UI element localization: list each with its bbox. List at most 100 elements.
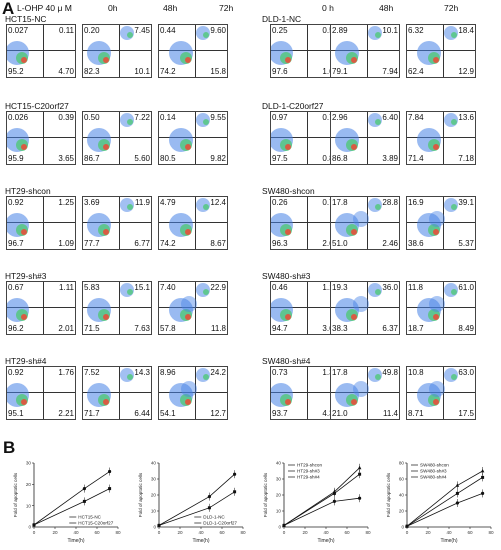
flow-plot: 17.8 49.8 21.0 11.4 — [330, 366, 400, 420]
y-tick-label: 10 — [276, 509, 282, 514]
quadrant-lower-left-value: 86.8 — [332, 154, 348, 163]
quadrant-hline — [83, 136, 151, 138]
quadrant-lower-left-value: 18.7 — [408, 324, 424, 333]
quadrant-upper-left-value: 16.9 — [408, 198, 424, 207]
quadrant-hline — [407, 221, 475, 223]
quadrant-vline — [195, 25, 197, 77]
flow-plot: 0.026 0.39 95.9 3.65 — [6, 111, 76, 165]
cell-population — [21, 144, 27, 150]
quadrant-upper-right-value: 36.0 — [382, 283, 398, 292]
quadrant-lower-left-value: 38.3 — [332, 324, 348, 333]
line-chart: 0 10 20 30 40 0 20 40 60 80 Time(h) Fold of apoptot… — [137, 455, 249, 548]
cell-population — [103, 229, 109, 235]
quadrant-upper-left-value: 2.89 — [332, 26, 348, 35]
time-header-left-0h: 0h — [108, 3, 118, 13]
y-axis-label: Fold of apoptotic cells — [386, 472, 391, 517]
data-point — [233, 472, 237, 476]
quadrant-vline — [195, 197, 197, 249]
cell-population — [351, 399, 357, 405]
quadrant-vline — [307, 197, 309, 249]
quadrant-upper-right-value: 24.2 — [210, 368, 226, 377]
line-chart-svg: 0 20 40 60 80 0 20 40 60 80 Time(h) Fold of apoptot… — [386, 461, 494, 544]
cell-population — [185, 229, 191, 235]
flow-plot: 0.92 1.25 96.7 1.09 — [6, 196, 76, 250]
flow-plot: 0.92 1.76 95.1 2.21 — [6, 366, 76, 420]
flow-plot: 7.84 13.6 71.4 7.18 — [406, 111, 476, 165]
cell-population — [429, 381, 445, 397]
y-tick-label: 30 — [151, 477, 157, 482]
data-point — [108, 487, 112, 491]
x-tick-label: 20 — [177, 530, 183, 535]
cell-population — [103, 57, 109, 63]
cell-population — [433, 57, 439, 63]
legend-label: HT29-sh#3 — [297, 469, 320, 474]
quadrant-upper-right-value: 1.11 — [59, 283, 74, 292]
quadrant-upper-right-value: 7.45 — [134, 26, 150, 35]
quadrant-vline — [43, 25, 45, 77]
quadrant-upper-left-value: 17.8 — [332, 198, 348, 207]
quadrant-lower-left-value: 79.1 — [332, 67, 348, 76]
cell-population — [185, 314, 191, 320]
quadrant-upper-right-value: 13.6 — [458, 113, 474, 122]
cell-population — [375, 289, 381, 295]
y-tick-label: 20 — [26, 482, 32, 487]
x-axis-label: Time(h) — [317, 538, 334, 544]
quadrant-vline — [119, 112, 121, 164]
treatment-label: L-OHP 40 μ M — [17, 3, 72, 13]
quadrant-lower-left-value: 95.2 — [8, 67, 24, 76]
y-axis-label: Fold of apoptotic cells — [138, 472, 143, 517]
quadrant-lower-right-value: 15.8 — [210, 67, 226, 76]
flow-plot: 0.14 9.55 80.5 9.82 — [158, 111, 228, 165]
quadrant-lower-left-value: 97.6 — [272, 67, 288, 76]
quadrant-vline — [43, 367, 45, 419]
flow-plot: 19.3 36.0 38.3 6.37 — [330, 281, 400, 335]
quadrant-hline — [407, 306, 475, 308]
quadrant-vline — [443, 282, 445, 334]
cell-population — [285, 229, 291, 235]
data-point — [358, 472, 362, 476]
cell-population — [353, 296, 369, 312]
quadrant-vline — [119, 282, 121, 334]
data-point — [405, 524, 409, 528]
y-axis-label: Fold of apoptotic cells — [263, 472, 268, 517]
quadrant-vline — [443, 367, 445, 419]
quadrant-vline — [307, 282, 309, 334]
x-tick-label: 60 — [219, 530, 225, 535]
x-tick-label: 0 — [283, 530, 286, 535]
quadrant-hline — [7, 391, 75, 393]
quadrant-lower-right-value: 6.77 — [134, 239, 150, 248]
cell-population — [103, 144, 109, 150]
quadrant-lower-right-value: 8.67 — [210, 239, 226, 248]
quadrant-hline — [271, 391, 339, 393]
legend-label: DLD-1-NC — [203, 515, 225, 520]
quadrant-upper-right-value: 9.55 — [210, 113, 226, 122]
line-chart-svg: 0 10 20 30 40 0 20 40 60 80 Time(h) Fold of apoptot… — [138, 461, 246, 544]
quadrant-upper-left-value: 7.40 — [160, 283, 176, 292]
flow-plot: 0.731.3093.74.30 — [270, 366, 340, 420]
x-tick-label: 40 — [446, 530, 452, 535]
cell-population — [351, 314, 357, 320]
quadrant-lower-left-value: 82.3 — [84, 67, 100, 76]
cell-line-label: SW480-sh#3 — [262, 271, 311, 281]
x-tick-label: 40 — [323, 530, 329, 535]
quadrant-hline — [271, 136, 339, 138]
x-tick-label: 80 — [240, 530, 246, 535]
cell-line-label: HCT15-NC — [5, 14, 47, 24]
y-tick-label: 0 — [278, 525, 281, 530]
quadrant-hline — [159, 391, 227, 393]
quadrant-vline — [43, 282, 45, 334]
quadrant-hline — [407, 49, 475, 51]
line-chart-svg: 0 10 20 30 0 20 40 60 80 Time(h) Fold of apoptotic… — [13, 461, 121, 544]
quadrant-lower-right-value: 7.63 — [134, 324, 150, 333]
flow-plot: 16.9 39.1 38.6 5.37 — [406, 196, 476, 250]
quadrant-upper-right-value: 12.4 — [210, 198, 226, 207]
quadrant-upper-right-value: 11.9 — [135, 198, 150, 207]
flow-plot: 7.40 22.9 57.8 11.8 — [158, 281, 228, 335]
x-axis-label: Time(h) — [192, 538, 209, 544]
cell-line-label: SW480-sh#4 — [262, 356, 311, 366]
cell-population — [181, 296, 197, 312]
quadrant-vline — [443, 25, 445, 77]
cell-population — [433, 399, 439, 405]
flow-plot: 2.96 6.40 86.8 3.89 — [330, 111, 400, 165]
quadrant-lower-right-value: 10.1 — [134, 67, 150, 76]
